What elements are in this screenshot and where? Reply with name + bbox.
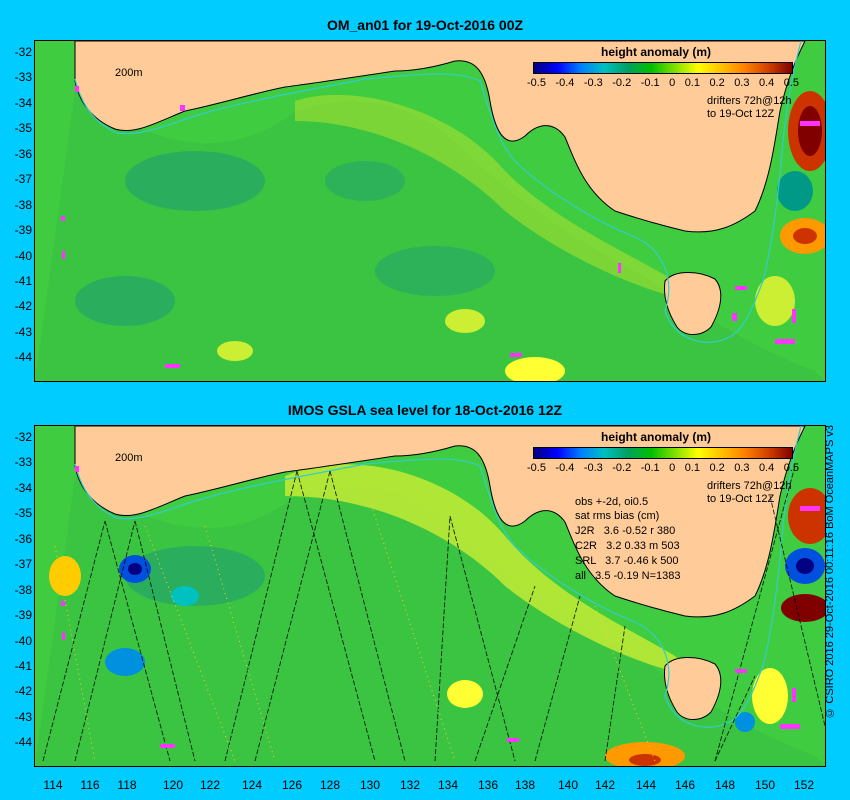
panel2-title: IMOS GSLA sea level for 18-Oct-2016 12Z	[287, 402, 563, 418]
x-tick: 150	[754, 778, 776, 792]
x-tick: 120	[162, 778, 184, 792]
cbar-tick: -0.1	[640, 77, 660, 89]
y-tick: -33	[14, 455, 39, 469]
y-tick: -40	[14, 634, 39, 648]
x-tick: 132	[399, 778, 421, 792]
y-tick: -43	[14, 325, 39, 339]
panel1-title: OM_an01 for 19-Oct-2016 00Z	[326, 17, 524, 33]
x-tick: 134	[437, 778, 459, 792]
panel1-200m-label: 200m	[115, 67, 143, 79]
stats-line: sat rms bias (cm)	[575, 510, 660, 522]
cbar-tick: -0.4	[555, 462, 575, 474]
x-tick: 118	[117, 778, 137, 792]
y-tick: -44	[14, 350, 39, 364]
x-tick: 114	[43, 778, 63, 792]
y-tick: -40	[14, 249, 39, 263]
y-tick: -44	[14, 735, 39, 749]
cbar-tick: -0.3	[583, 77, 603, 89]
y-tick: -36	[14, 532, 39, 546]
panel2-colorbar-title: height anomaly (m)	[601, 430, 712, 444]
y-tick: -34	[14, 481, 39, 495]
y-tick: -38	[14, 583, 39, 597]
x-tick: 152	[793, 778, 815, 792]
cbar-tick: -0.4	[555, 77, 575, 89]
y-tick: -36	[14, 147, 39, 161]
y-tick: -41	[14, 659, 39, 673]
panel1-colorbar-title: height anomaly (m)	[601, 45, 712, 59]
cbar-tick: -0.1	[640, 462, 660, 474]
x-tick: 124	[241, 778, 263, 792]
y-tick: -33	[14, 70, 39, 84]
panel1-drifters-label-1: drifters 72h@12h	[707, 95, 792, 107]
y-tick: -38	[14, 198, 39, 212]
cbar-tick: 0.4	[758, 77, 775, 89]
y-tick: -35	[14, 121, 39, 135]
x-tick: 130	[359, 778, 381, 792]
stats-line: SRL 3.7 -0.46 k 500	[575, 555, 679, 567]
y-tick: -35	[14, 506, 39, 520]
y-tick: -42	[14, 299, 39, 313]
panel2-drifters-label-2: to 19-Oct 12Z	[707, 493, 775, 505]
cbar-tick: 0	[669, 462, 676, 474]
cbar-tick: 0.1	[684, 462, 700, 474]
cbar-tick: 0.3	[734, 462, 750, 474]
x-tick: 126	[281, 778, 303, 792]
y-tick: -39	[14, 608, 39, 622]
panel2-colorbar-ticks: -0.5 -0.4 -0.3 -0.2 -0.1 0 0.1 0.2 0.3 0…	[527, 462, 799, 474]
panel2-map: 200m height anomaly (m) -0.5 -0.4 -0.3 -…	[34, 425, 826, 767]
panel1-map: 200m height anomaly (m) -0.5 -0.4 -0.3 -…	[34, 40, 826, 382]
x-tick: 146	[674, 778, 696, 792]
y-tick: -34	[14, 96, 39, 110]
stats-line: C2R 3.2 0.33 m 503	[575, 540, 680, 552]
cbar-tick: 0.2	[709, 462, 725, 474]
cbar-tick: 0.1	[684, 77, 700, 89]
cbar-tick: 0.3	[734, 77, 750, 89]
y-tick: -42	[14, 684, 39, 698]
x-tick: 136	[477, 778, 499, 792]
cbar-tick: 0.5	[783, 77, 799, 89]
cbar-tick: -0.2	[612, 77, 632, 89]
cbar-tick: 0	[669, 77, 676, 89]
credit-text: © CSIRO 2016 29-Oct-2016 00:11:16 BoM Oc…	[824, 425, 836, 719]
panel2-colorbar	[533, 447, 793, 459]
panel2-200m-label: 200m	[115, 452, 143, 464]
stats-line: J2R 3.6 -0.52 r 380	[575, 525, 676, 537]
cbar-tick: -0.2	[612, 462, 632, 474]
y-tick: -32	[14, 45, 39, 59]
x-tick: 148	[714, 778, 736, 792]
x-tick: 122	[199, 778, 221, 792]
x-tick: 128	[319, 778, 341, 792]
y-tick: -37	[14, 172, 39, 186]
y-tick: -32	[14, 430, 39, 444]
panel1-drifters-label-2: to 19-Oct 12Z	[707, 108, 775, 120]
cbar-tick: -0.3	[583, 462, 603, 474]
panel1-colorbar	[533, 62, 793, 74]
cbar-tick: 0.4	[758, 462, 775, 474]
panel2-map-svg	[35, 426, 825, 766]
x-tick: 138	[514, 778, 536, 792]
x-tick: 142	[594, 778, 616, 792]
cbar-tick: -0.5	[527, 77, 546, 89]
x-tick: 116	[80, 778, 100, 792]
cbar-tick: 0.5	[783, 462, 799, 474]
panel2-drifters-label-1: drifters 72h@12h	[707, 480, 792, 492]
cbar-tick: 0.2	[709, 77, 725, 89]
y-tick: -39	[14, 223, 39, 237]
stats-line: obs +-2d, oi0.5	[575, 496, 649, 508]
cbar-tick: -0.5	[527, 462, 546, 474]
y-tick: -37	[14, 557, 39, 571]
x-tick: 140	[557, 778, 579, 792]
stats-line: all 3.5 -0.19 N=1383	[575, 570, 681, 582]
panel1-map-svg	[35, 41, 825, 381]
panel1-colorbar-ticks: -0.5 -0.4 -0.3 -0.2 -0.1 0 0.1 0.2 0.3 0…	[527, 77, 799, 89]
x-tick: 144	[635, 778, 657, 792]
y-tick: -43	[14, 710, 39, 724]
y-tick: -41	[14, 274, 39, 288]
